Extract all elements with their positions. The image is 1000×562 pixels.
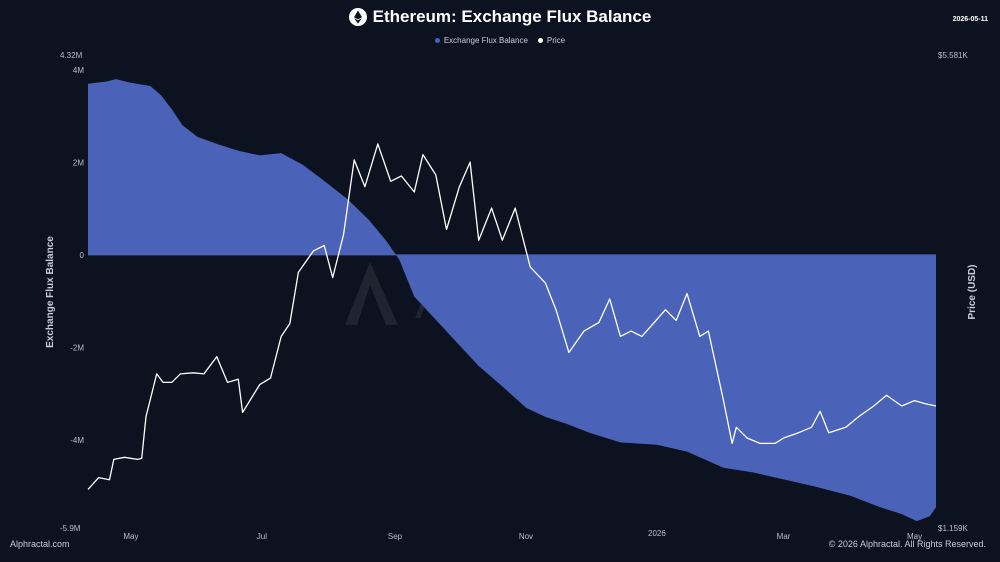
left-axis-tick: 0: [80, 251, 85, 260]
chart-legend: Exchange Flux Balance Price: [0, 36, 1000, 45]
watermark-logo: [345, 262, 398, 325]
price-line: [87, 143, 937, 490]
legend-swatch-price: [537, 38, 543, 43]
legend-swatch-flux: [434, 38, 440, 43]
x-axis-tick: Jul: [257, 532, 267, 541]
legend-item-flux[interactable]: Exchange Flux Balance: [434, 36, 528, 45]
left-axis-tick: -4M: [70, 436, 84, 445]
left-axis-top-label: 4.32M: [60, 51, 83, 60]
chart-header: Ethereum: Exchange Flux Balance: [0, 7, 1000, 27]
x-axis-tick: Mar: [777, 532, 791, 541]
left-axis-tick: -2M: [70, 344, 84, 353]
report-date: 2026-05-11: [952, 16, 988, 23]
x-axis-ticks: May Jul Sep Nov 2026 Mar May: [123, 529, 922, 541]
right-axis-top-label: $5.581K: [938, 51, 968, 60]
left-axis-tick: 2M: [73, 158, 84, 167]
right-axis-title: Price (USD): [967, 264, 978, 319]
footer-copyright: © 2026 Alphractal. All Rights Reserved.: [828, 539, 986, 549]
x-axis-tick: May: [907, 532, 922, 541]
ethereum-icon: [348, 8, 367, 26]
left-axis-tick: 4M: [73, 66, 84, 75]
x-axis-tick: Sep: [388, 532, 403, 541]
footer-site[interactable]: Alphractal.com: [10, 539, 70, 549]
x-axis-tick: May: [123, 532, 138, 541]
left-axis-title: Exchange Flux Balance: [45, 236, 56, 348]
chart-title: Ethereum: Exchange Flux Balance: [372, 7, 652, 26]
x-axis-tick: Nov: [519, 532, 533, 541]
legend-item-price[interactable]: Price: [537, 36, 566, 45]
legend-label-flux: Exchange Flux Balance: [443, 36, 528, 45]
left-axis-ticks: 4M 2M 0 -2M -4M: [70, 66, 84, 445]
legend-label-price: Price: [546, 36, 566, 45]
x-axis-tick: 2026: [648, 529, 666, 538]
right-axis-bottom-label: $1.159K: [938, 524, 968, 533]
left-axis-bottom-label: -5.9M: [60, 524, 81, 533]
flux-balance-area: [88, 79, 936, 522]
